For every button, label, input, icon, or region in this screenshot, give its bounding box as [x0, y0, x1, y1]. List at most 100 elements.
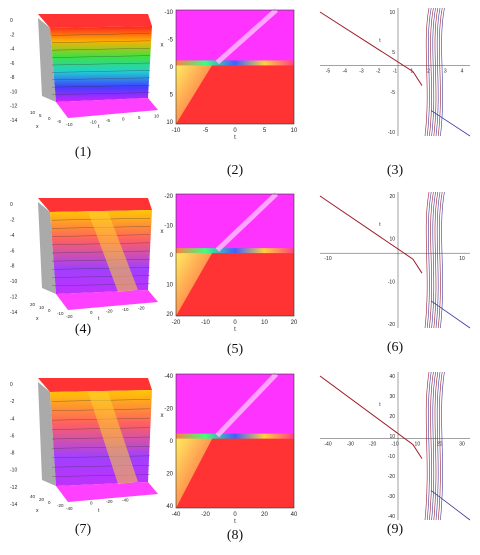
y-tick-label: 30 [389, 394, 395, 400]
y-tick-label: -40 [164, 374, 173, 380]
x-tick-label: 10 [291, 128, 298, 134]
curve-bundle-line [435, 191, 441, 329]
x-tick-label: -5 [57, 119, 61, 124]
z-tick-label: -4 [10, 233, 15, 239]
t-tick-label: 0 [90, 310, 93, 315]
t-tick-label: 5 [138, 115, 141, 120]
y-tick-label: 10 [389, 10, 395, 16]
curve-bundle-line [433, 191, 439, 329]
contour-line [51, 70, 151, 73]
x-tick-label: 40 [291, 512, 298, 518]
x-tick-label: -5 [326, 69, 331, 75]
x-tick-label: 2 [427, 69, 430, 75]
surface-floor [56, 482, 158, 502]
axis-letter-t: t [98, 316, 100, 322]
contour-line [51, 259, 151, 262]
caption-6: (6) [386, 340, 404, 355]
t-tick-label: 10 [154, 114, 160, 119]
t-tick-label: 0 [122, 117, 125, 122]
z-tick-label: -8 [10, 264, 15, 270]
x-tick-label: -40 [66, 506, 73, 511]
z-tick-label: 0 [10, 18, 13, 24]
z-tick-label: -2 [10, 399, 15, 405]
x-tick-label: -20 [66, 314, 73, 319]
x-tick-label: -10 [66, 122, 73, 127]
curve-bundle-line [440, 7, 445, 137]
axis-letter-t: t [98, 508, 100, 514]
y-tick-label: 0 [170, 253, 174, 259]
y-tick-label: -20 [164, 194, 173, 200]
z-tick-label: -12 [10, 295, 17, 301]
surface-ridge [88, 392, 138, 484]
contour-line [51, 77, 151, 80]
x-tick-label: 20 [261, 512, 268, 518]
curve-bundle-line [435, 7, 441, 137]
y-tick-label: 10 [389, 237, 395, 243]
x-tick-label: 5 [39, 113, 42, 118]
curve-bundle-line [433, 7, 439, 137]
density-stripe [176, 248, 294, 254]
y-tick-label: -10 [388, 454, 395, 460]
x-tick-label: -10 [324, 256, 331, 262]
y-tick-label: 0 [170, 65, 174, 71]
axis-letter-x: x [161, 42, 164, 48]
density-panel-5: -20 -10 0 10 20 -20 -10 0 10 20 x t [161, 192, 298, 333]
x-tick-label: 0 [233, 128, 237, 134]
caption-8: (8) [226, 528, 244, 543]
caption-7: (7) [74, 522, 92, 537]
caption-3: (3) [386, 163, 404, 178]
z-tick-label: -4 [10, 47, 15, 53]
x-tick-label: -30 [347, 442, 354, 448]
z-tick-label: -6 [10, 61, 15, 67]
y-tick-label: -5 [391, 90, 396, 96]
x-tick-label: 1 [410, 69, 413, 75]
curve-bundle-line [424, 191, 430, 329]
contour-line [51, 40, 151, 43]
caption-5: (5) [226, 342, 244, 357]
axis-letter-x: x [161, 229, 164, 235]
x-tick-label: 3 [444, 69, 447, 75]
z-tick-label: -6 [10, 433, 15, 439]
surface-side [38, 202, 56, 294]
t-tick-label: -5 [106, 118, 110, 123]
y-tick-label: 40 [389, 374, 395, 380]
curve-bundle-line [426, 371, 432, 521]
axis-letter-x: x [161, 413, 164, 419]
surface-side [38, 382, 56, 486]
density-diagonal-band [215, 192, 279, 252]
x-tick-label: 10 [415, 442, 421, 448]
y-tick-label: 20 [389, 194, 395, 200]
axis-letter-x: x [36, 124, 39, 130]
z-tick-label: -14 [10, 118, 17, 124]
curve-bundle-line [429, 371, 434, 521]
x-tick-label: 0 [48, 308, 51, 313]
density-frame [175, 373, 295, 509]
y-tick-label: 10 [389, 434, 395, 440]
x-tick-label: -10 [391, 442, 398, 448]
x-tick-label: -40 [172, 512, 181, 518]
t-tick-label: -20 [106, 499, 113, 504]
contour-line [51, 455, 151, 458]
contour-line [51, 250, 151, 254]
t-tick-label: -20 [106, 309, 113, 314]
x-tick-label: -1 [393, 69, 398, 75]
curve-bundle-line [431, 7, 436, 137]
density-frame [175, 9, 295, 125]
axis-letter-t: t [234, 327, 236, 333]
density-stripe [176, 60, 294, 66]
x-tick-label: 4 [461, 69, 464, 75]
surface-floor [56, 290, 158, 310]
x-tick-label: -20 [369, 442, 376, 448]
curve-bundle-line [424, 371, 430, 521]
contour-line [51, 33, 151, 36]
y-tick-label: 40 [166, 504, 173, 510]
y-tick-label: -20 [388, 322, 395, 328]
axis-letter-t: t [234, 519, 236, 525]
x-tick-label: 10 [30, 110, 36, 115]
surface-top [38, 378, 152, 392]
curve-bundle-line [435, 371, 441, 521]
z-tick-label: -10 [10, 468, 17, 474]
x-tick-label: 20 [39, 497, 45, 502]
